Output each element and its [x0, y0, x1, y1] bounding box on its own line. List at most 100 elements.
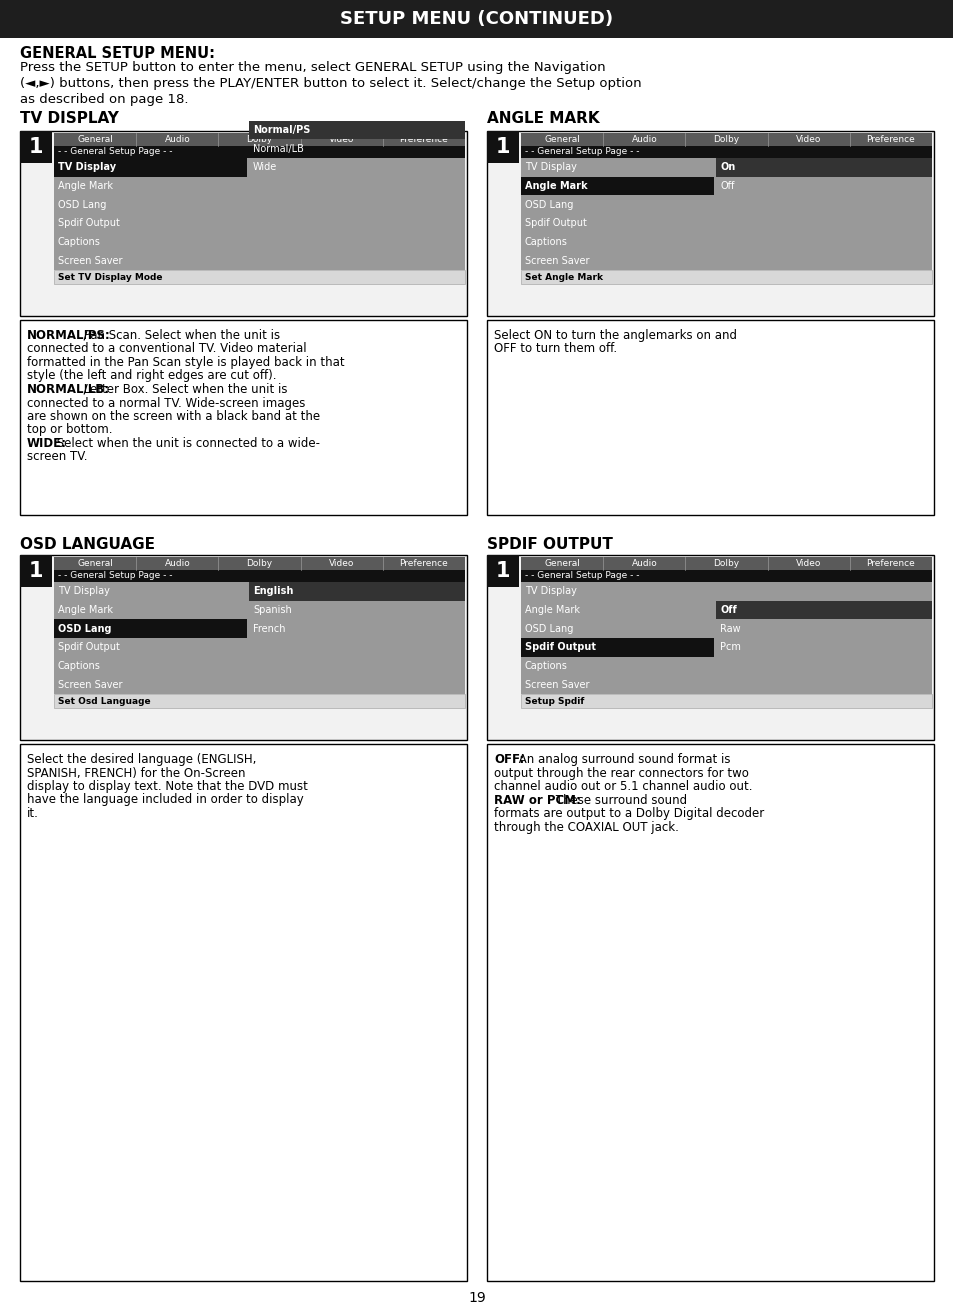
Text: Pan Scan. Select when the unit is: Pan Scan. Select when the unit is [80, 329, 279, 342]
Text: through the COAXIAL OUT jack.: through the COAXIAL OUT jack. [494, 820, 679, 833]
Text: it.: it. [27, 807, 39, 820]
Text: These surround sound: These surround sound [552, 794, 686, 807]
Bar [520, 158, 931, 270]
Text: SETUP MENU (CONTINUED): SETUP MENU (CONTINUED) [340, 11, 613, 28]
Bar [520, 133, 931, 146]
Text: Screen Saver: Screen Saver [524, 255, 589, 266]
Text: Select the desired language (ENGLISH,: Select the desired language (ENGLISH, [27, 753, 256, 766]
Bar [716, 600, 931, 620]
Bar [486, 555, 933, 740]
Bar [486, 132, 518, 163]
Text: Captions: Captions [58, 661, 101, 671]
Bar [54, 620, 247, 638]
Text: output through the rear connectors for two: output through the rear connectors for t… [494, 766, 748, 779]
Bar [54, 694, 464, 708]
Bar [486, 744, 933, 1280]
Text: 19: 19 [468, 1291, 485, 1305]
Text: Wide: Wide [253, 162, 277, 172]
Bar [486, 320, 933, 515]
Text: Dolby: Dolby [713, 559, 739, 569]
Bar [54, 158, 247, 176]
Text: as described on page 18.: as described on page 18. [20, 93, 189, 107]
Bar [54, 557, 464, 570]
Text: style (the left and right edges are cut off).: style (the left and right edges are cut … [27, 370, 276, 383]
Text: Screen Saver: Screen Saver [58, 255, 122, 266]
Text: SPDIF OUTPUT: SPDIF OUTPUT [486, 537, 612, 551]
Text: OSD LANGUAGE: OSD LANGUAGE [20, 537, 154, 551]
Text: Select ON to turn the anglemarks on and: Select ON to turn the anglemarks on and [494, 329, 737, 342]
Text: GENERAL SETUP MENU:: GENERAL SETUP MENU: [20, 46, 214, 61]
Bar [54, 158, 464, 270]
Bar [20, 320, 467, 515]
Bar [520, 570, 931, 582]
Text: Preference: Preference [399, 559, 448, 569]
Text: Spdif Output: Spdif Output [524, 642, 596, 653]
Text: Letter Box. Select when the unit is: Letter Box. Select when the unit is [80, 383, 287, 396]
Text: - - General Setup Page - -: - - General Setup Page - - [58, 571, 172, 580]
Text: Dolby: Dolby [246, 136, 273, 143]
Text: connected to a normal TV. Wide-screen images: connected to a normal TV. Wide-screen im… [27, 396, 305, 409]
Text: General: General [77, 559, 112, 569]
Text: top or bottom.: top or bottom. [27, 424, 112, 437]
Bar [520, 146, 931, 158]
Text: On: On [720, 162, 735, 172]
Bar [486, 555, 518, 587]
Text: Audio: Audio [164, 559, 190, 569]
Text: Normal/LB: Normal/LB [253, 143, 304, 154]
Text: formats are output to a Dolby Digital decoder: formats are output to a Dolby Digital de… [494, 807, 763, 820]
Text: Audio: Audio [164, 136, 190, 143]
Bar [20, 132, 52, 163]
Text: Set Osd Language: Set Osd Language [58, 696, 151, 705]
Text: English: English [253, 587, 294, 596]
Text: Spdif Output: Spdif Output [58, 218, 120, 229]
Text: TV Display: TV Display [524, 162, 577, 172]
Text: Audio: Audio [631, 559, 657, 569]
Text: Preference: Preference [399, 136, 448, 143]
Text: Pcm: Pcm [720, 642, 740, 653]
Text: An analog surround sound format is: An analog surround sound format is [515, 753, 730, 766]
Text: General: General [543, 136, 579, 143]
Text: Off: Off [720, 605, 736, 615]
Text: Video: Video [329, 136, 354, 143]
Text: screen TV.: screen TV. [27, 450, 88, 463]
Text: Captions: Captions [58, 237, 101, 247]
Text: SPANISH, FRENCH) for the On-Screen: SPANISH, FRENCH) for the On-Screen [27, 766, 245, 779]
Text: Captions: Captions [524, 661, 567, 671]
Text: TV Display: TV Display [58, 162, 116, 172]
Text: TV DISPLAY: TV DISPLAY [20, 111, 119, 126]
Bar [20, 555, 467, 740]
Text: 1: 1 [496, 561, 510, 580]
Bar [20, 744, 467, 1280]
Text: Screen Saver: Screen Saver [524, 679, 589, 690]
Text: WIDE:: WIDE: [27, 437, 67, 450]
Text: OFF:: OFF: [494, 753, 524, 766]
Text: Video: Video [795, 136, 821, 143]
Bar [520, 638, 714, 657]
Text: Select when the unit is connected to a wide-: Select when the unit is connected to a w… [53, 437, 320, 450]
Bar [716, 158, 931, 176]
Bar [0, 0, 953, 38]
Bar [54, 570, 464, 582]
Bar [249, 582, 464, 600]
Text: Dolby: Dolby [713, 136, 739, 143]
Text: Angle Mark: Angle Mark [524, 605, 579, 615]
Bar [520, 176, 714, 195]
Bar [54, 133, 464, 146]
Text: connected to a conventional TV. Video material: connected to a conventional TV. Video ma… [27, 342, 306, 355]
Text: NORMAL/PS:: NORMAL/PS: [27, 329, 111, 342]
Bar [520, 557, 931, 570]
Text: Set Angle Mark: Set Angle Mark [524, 272, 602, 282]
Text: RAW or PCM:: RAW or PCM: [494, 794, 580, 807]
Text: - - General Setup Page - -: - - General Setup Page - - [524, 571, 639, 580]
Text: Screen Saver: Screen Saver [58, 679, 122, 690]
Text: General: General [543, 559, 579, 569]
Bar [54, 146, 464, 158]
Text: are shown on the screen with a black band at the: are shown on the screen with a black ban… [27, 411, 320, 422]
Text: formatted in the Pan Scan style is played back in that: formatted in the Pan Scan style is playe… [27, 357, 344, 368]
Text: OSD Lang: OSD Lang [58, 624, 112, 634]
Text: Video: Video [795, 559, 821, 569]
Bar [20, 555, 52, 587]
Text: OSD Lang: OSD Lang [524, 200, 573, 209]
Text: Press the SETUP button to enter the menu, select GENERAL SETUP using the Navigat: Press the SETUP button to enter the menu… [20, 61, 605, 74]
Text: Preference: Preference [865, 559, 914, 569]
